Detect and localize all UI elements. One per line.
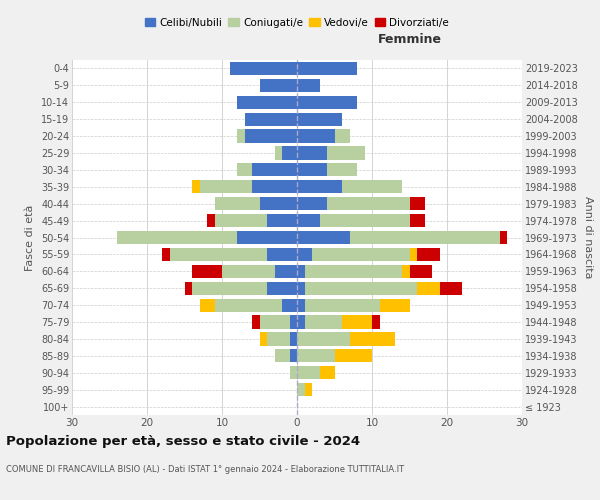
- Bar: [320, 366, 335, 380]
- Legend: Celibi/Nubili, Coniugati/e, Vedovi/e, Divorziati/e: Celibi/Nubili, Coniugati/e, Vedovi/e, Di…: [143, 16, 451, 30]
- Bar: [199, 180, 252, 194]
- Bar: [349, 332, 395, 345]
- Bar: [215, 214, 267, 227]
- Bar: [275, 146, 282, 160]
- Bar: [290, 366, 297, 380]
- Bar: [252, 180, 297, 194]
- Bar: [327, 164, 357, 176]
- Bar: [252, 164, 297, 176]
- Bar: [229, 62, 297, 75]
- Bar: [267, 248, 297, 261]
- Bar: [297, 316, 305, 328]
- Y-axis label: Fasce di età: Fasce di età: [25, 204, 35, 270]
- Bar: [402, 264, 409, 278]
- Bar: [342, 316, 372, 328]
- Bar: [380, 298, 409, 312]
- Bar: [305, 264, 402, 278]
- Bar: [290, 349, 297, 362]
- Bar: [260, 316, 290, 328]
- Bar: [297, 130, 335, 142]
- Bar: [282, 146, 297, 160]
- Bar: [245, 112, 297, 126]
- Bar: [297, 248, 312, 261]
- Bar: [297, 79, 320, 92]
- Bar: [305, 298, 380, 312]
- Bar: [327, 146, 365, 160]
- Text: COMUNE DI FRANCAVILLA BISIO (AL) - Dati ISTAT 1° gennaio 2024 - Elaborazione TUT: COMUNE DI FRANCAVILLA BISIO (AL) - Dati …: [6, 465, 404, 474]
- Bar: [297, 197, 327, 210]
- Bar: [252, 316, 260, 328]
- Bar: [312, 248, 409, 261]
- Bar: [162, 248, 170, 261]
- Bar: [409, 264, 432, 278]
- Bar: [237, 164, 252, 176]
- Bar: [170, 248, 267, 261]
- Bar: [297, 282, 305, 295]
- Bar: [192, 264, 222, 278]
- Bar: [297, 146, 327, 160]
- Bar: [260, 197, 297, 210]
- Bar: [297, 62, 357, 75]
- Bar: [297, 231, 349, 244]
- Bar: [305, 282, 417, 295]
- Bar: [372, 316, 380, 328]
- Bar: [237, 130, 245, 142]
- Bar: [290, 332, 297, 345]
- Bar: [349, 231, 499, 244]
- Bar: [320, 214, 409, 227]
- Bar: [335, 130, 349, 142]
- Bar: [192, 282, 267, 295]
- Bar: [215, 298, 282, 312]
- Bar: [192, 180, 199, 194]
- Bar: [185, 282, 192, 295]
- Bar: [267, 214, 297, 227]
- Text: Femmine: Femmine: [377, 33, 442, 46]
- Bar: [215, 197, 260, 210]
- Bar: [297, 180, 342, 194]
- Bar: [260, 332, 267, 345]
- Bar: [297, 164, 327, 176]
- Bar: [275, 264, 297, 278]
- Bar: [297, 383, 305, 396]
- Bar: [275, 349, 290, 362]
- Bar: [207, 214, 215, 227]
- Bar: [245, 130, 297, 142]
- Bar: [237, 231, 297, 244]
- Bar: [297, 112, 342, 126]
- Bar: [305, 316, 342, 328]
- Bar: [267, 282, 297, 295]
- Bar: [267, 332, 290, 345]
- Bar: [417, 248, 439, 261]
- Bar: [439, 282, 462, 295]
- Bar: [342, 180, 402, 194]
- Bar: [409, 197, 425, 210]
- Bar: [499, 231, 507, 244]
- Bar: [409, 214, 425, 227]
- Y-axis label: Anni di nascita: Anni di nascita: [583, 196, 593, 279]
- Bar: [260, 79, 297, 92]
- Bar: [222, 264, 275, 278]
- Bar: [297, 264, 305, 278]
- Bar: [417, 282, 439, 295]
- Bar: [327, 197, 409, 210]
- Text: Popolazione per età, sesso e stato civile - 2024: Popolazione per età, sesso e stato civil…: [6, 435, 360, 448]
- Bar: [297, 349, 335, 362]
- Bar: [297, 366, 320, 380]
- Bar: [305, 383, 312, 396]
- Bar: [335, 349, 372, 362]
- Bar: [297, 96, 357, 109]
- Bar: [237, 96, 297, 109]
- Bar: [117, 231, 237, 244]
- Bar: [297, 332, 349, 345]
- Bar: [297, 214, 320, 227]
- Bar: [409, 248, 417, 261]
- Bar: [290, 316, 297, 328]
- Bar: [199, 298, 215, 312]
- Bar: [297, 298, 305, 312]
- Bar: [282, 298, 297, 312]
